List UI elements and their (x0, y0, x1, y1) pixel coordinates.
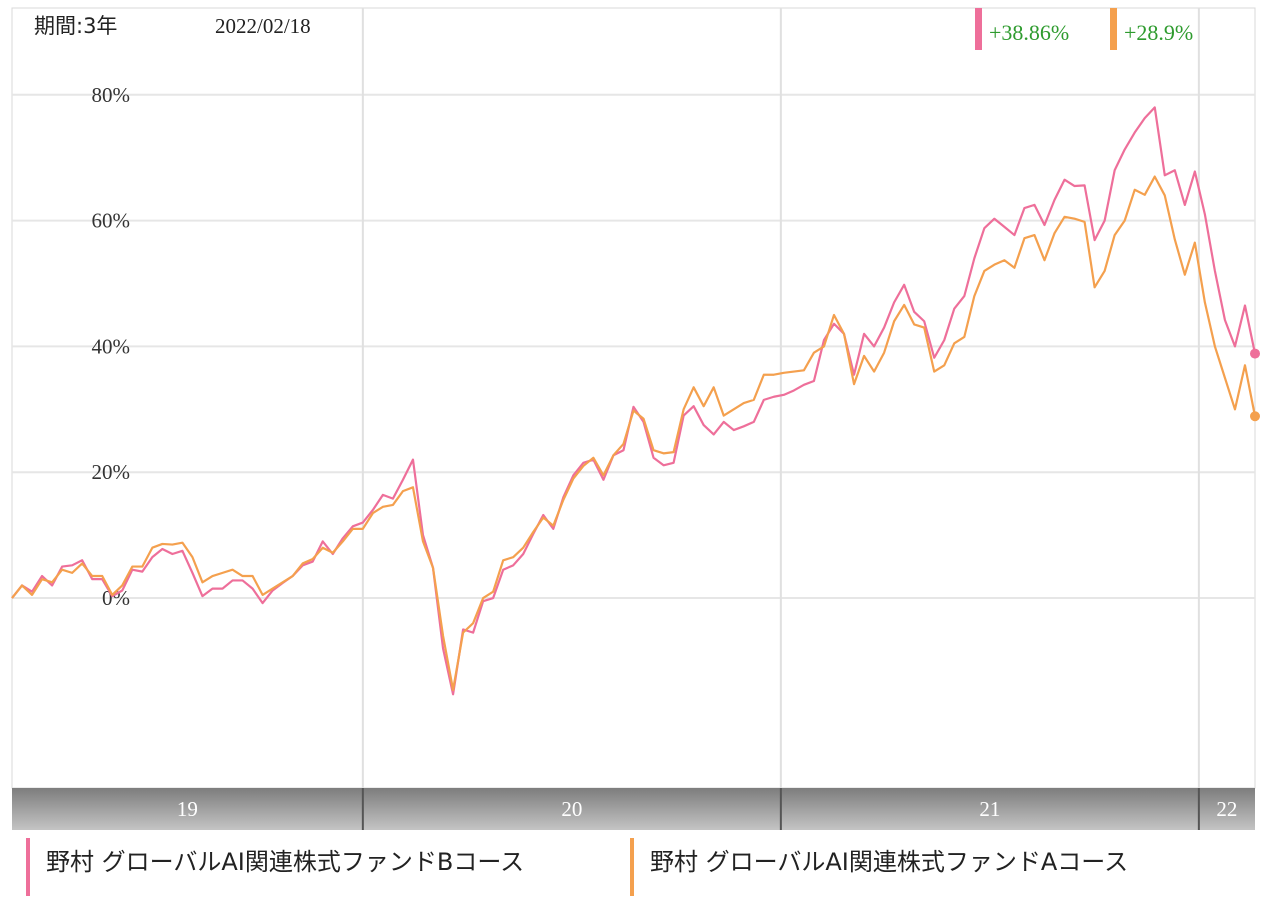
legend-label: 野村 グローバルAI関連株式ファンドBコース (46, 848, 524, 876)
end-point (1250, 348, 1260, 359)
year-band (12, 788, 1255, 830)
period-label: 期間:3年 (34, 14, 117, 38)
y-tick-label: 60% (92, 209, 131, 233)
date-label: 2022/02/18 (215, 14, 311, 38)
series-line (11, 175, 1257, 691)
x-tick-label: 21 (979, 797, 1000, 821)
change-label: +38.86% (989, 20, 1069, 45)
plot-area (11, 7, 1256, 789)
change-marker (1110, 8, 1117, 50)
y-tick-label: 80% (92, 83, 131, 107)
y-tick-label: 0% (102, 586, 130, 610)
x-tick-label: 19 (177, 797, 198, 821)
y-tick-label: 40% (92, 334, 131, 358)
legend-swatch (630, 838, 634, 896)
legend-swatch (26, 838, 30, 896)
x-tick-label: 20 (561, 797, 582, 821)
end-point (1250, 411, 1260, 422)
legend-label: 野村 グローバルAI関連株式ファンドAコース (650, 848, 1128, 876)
x-tick-label: 22 (1216, 797, 1237, 821)
series-line (11, 106, 1257, 696)
y-tick-label: 20% (92, 460, 131, 484)
change-label: +28.9% (1124, 20, 1193, 45)
change-marker (975, 8, 982, 50)
